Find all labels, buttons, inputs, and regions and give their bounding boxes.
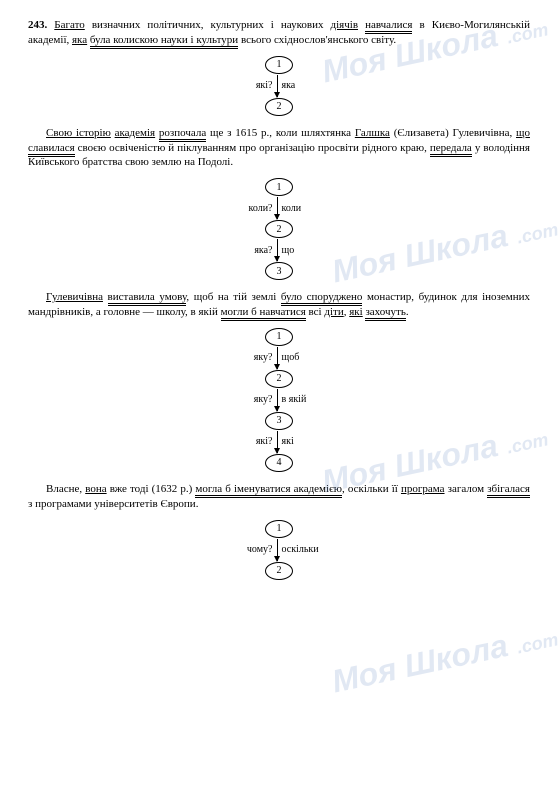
- text-segment: з програмами університетів Європи.: [28, 498, 198, 510]
- text-segment: вже тоді (1632 р.): [107, 483, 196, 495]
- diagram-node: 2: [265, 562, 293, 580]
- sentence-diagram: 1 яку? щоб 2 яку? в якій 3 які? які 4: [28, 328, 530, 472]
- edge-label-right: які: [282, 436, 320, 447]
- edge-label-right: що: [282, 245, 320, 256]
- edge-label-right: коли: [282, 203, 320, 214]
- diagram-node: 3: [265, 412, 293, 430]
- arrow-down-icon: [277, 197, 278, 219]
- arrow-down-icon: [277, 389, 278, 411]
- exercise-number: 243.: [28, 19, 54, 31]
- text-segment: Галшка: [355, 127, 390, 139]
- arrow-down-icon: [277, 75, 278, 97]
- diagram-node: 2: [265, 98, 293, 116]
- text-segment: своєю освіченістю й піклуванням про орга…: [75, 142, 430, 154]
- diagram-edge: яку? щоб: [239, 346, 320, 370]
- diagram-node: 4: [265, 454, 293, 472]
- text-segment: Власне,: [46, 483, 85, 495]
- text-segment: діячів: [331, 19, 359, 31]
- edge-label-left: яку?: [239, 352, 273, 363]
- text-segment: захочуть: [365, 306, 405, 321]
- edge-label-left: яка?: [239, 245, 273, 256]
- text-segment: [103, 291, 108, 303]
- diagram-node: 1: [265, 520, 293, 538]
- paragraph: Гулевичівна виставила умову, щоб на тій …: [28, 290, 530, 320]
- diagram-node: 2: [265, 220, 293, 238]
- edge-label-left: які?: [239, 80, 273, 91]
- text-segment: навчалися: [365, 19, 412, 34]
- text-segment: академія: [115, 127, 156, 139]
- arrow-down-icon: [277, 431, 278, 453]
- edge-label-right: в якій: [282, 394, 320, 405]
- text-segment: могли б навчатися: [221, 306, 306, 321]
- text-segment: було споруджено: [281, 291, 363, 306]
- sentence-diagram: 1 коли? коли 2 яка? що 3: [28, 178, 530, 280]
- diagram-edge: які? які: [239, 430, 320, 454]
- arrow-down-icon: [277, 347, 278, 369]
- edge-label-right: щоб: [282, 352, 320, 363]
- text-segment: славилася: [28, 142, 75, 157]
- edge-label-left: коли?: [239, 203, 273, 214]
- diagram-node: 1: [265, 56, 293, 74]
- text-segment: .: [406, 306, 409, 318]
- diagram-edge: які? яка: [239, 74, 320, 98]
- text-segment: , щоб на тій землі: [186, 291, 280, 303]
- text-segment: Свою історію: [46, 127, 111, 139]
- arrow-down-icon: [277, 539, 278, 561]
- text-segment: (Єлизавета) Гулевичівна,: [390, 127, 516, 139]
- watermark: Моя Школа .com: [329, 617, 558, 701]
- diagram-node: 1: [265, 178, 293, 196]
- text-segment: збігалася: [487, 483, 530, 498]
- arrow-down-icon: [277, 239, 278, 261]
- edge-label-right: оскільки: [282, 544, 320, 555]
- text-segment: вона: [85, 483, 106, 495]
- text-segment: , оскільки її: [342, 483, 401, 495]
- sentence-diagram: 1 які? яка 2: [28, 56, 530, 116]
- paragraph: 243. Багато визначних політичних, культу…: [28, 18, 530, 48]
- document-content: 243. Багато визначних політичних, культу…: [28, 18, 530, 580]
- text-segment: які: [349, 306, 362, 318]
- text-segment: розпочала: [159, 127, 206, 142]
- text-segment: визначних політичних, культурних і науко…: [85, 19, 331, 31]
- text-segment: передала: [430, 142, 472, 157]
- diagram-edge: яка? що: [239, 238, 320, 262]
- diagram-node: 1: [265, 328, 293, 346]
- edge-label-right: яка: [282, 80, 320, 91]
- text-segment: виставила умову: [108, 291, 187, 306]
- text-segment: Гулевичівна: [46, 291, 103, 303]
- text-segment: загалом: [445, 483, 488, 495]
- text-segment: всі: [306, 306, 325, 318]
- diagram-node: 3: [265, 262, 293, 280]
- diagram-edge: яку? в якій: [239, 388, 320, 412]
- edge-label-left: яку?: [239, 394, 273, 405]
- text-segment: яка: [72, 34, 87, 46]
- edge-label-left: які?: [239, 436, 273, 447]
- text-segment: Багато: [54, 19, 84, 31]
- sentence-diagram: 1 чому? оскільки 2: [28, 520, 530, 580]
- diagram-edge: коли? коли: [239, 196, 320, 220]
- diagram-edge: чому? оскільки: [239, 538, 320, 562]
- text-segment: всього східнослов'янського світу.: [238, 34, 396, 46]
- text-segment: діти: [324, 306, 343, 318]
- edge-label-left: чому?: [239, 544, 273, 555]
- text-segment: що: [516, 127, 530, 139]
- text-segment: програма: [401, 483, 445, 495]
- paragraph: Свою історію академія розпочала ще з 161…: [28, 126, 530, 171]
- paragraph: Власне, вона вже тоді (1632 р.) могла б …: [28, 482, 530, 512]
- text-segment: ще з 1615 р., коли шляхтянка: [206, 127, 355, 139]
- text-segment: була колискою науки і культури: [90, 34, 238, 49]
- diagram-node: 2: [265, 370, 293, 388]
- text-segment: могла б іменуватися академією: [195, 483, 342, 498]
